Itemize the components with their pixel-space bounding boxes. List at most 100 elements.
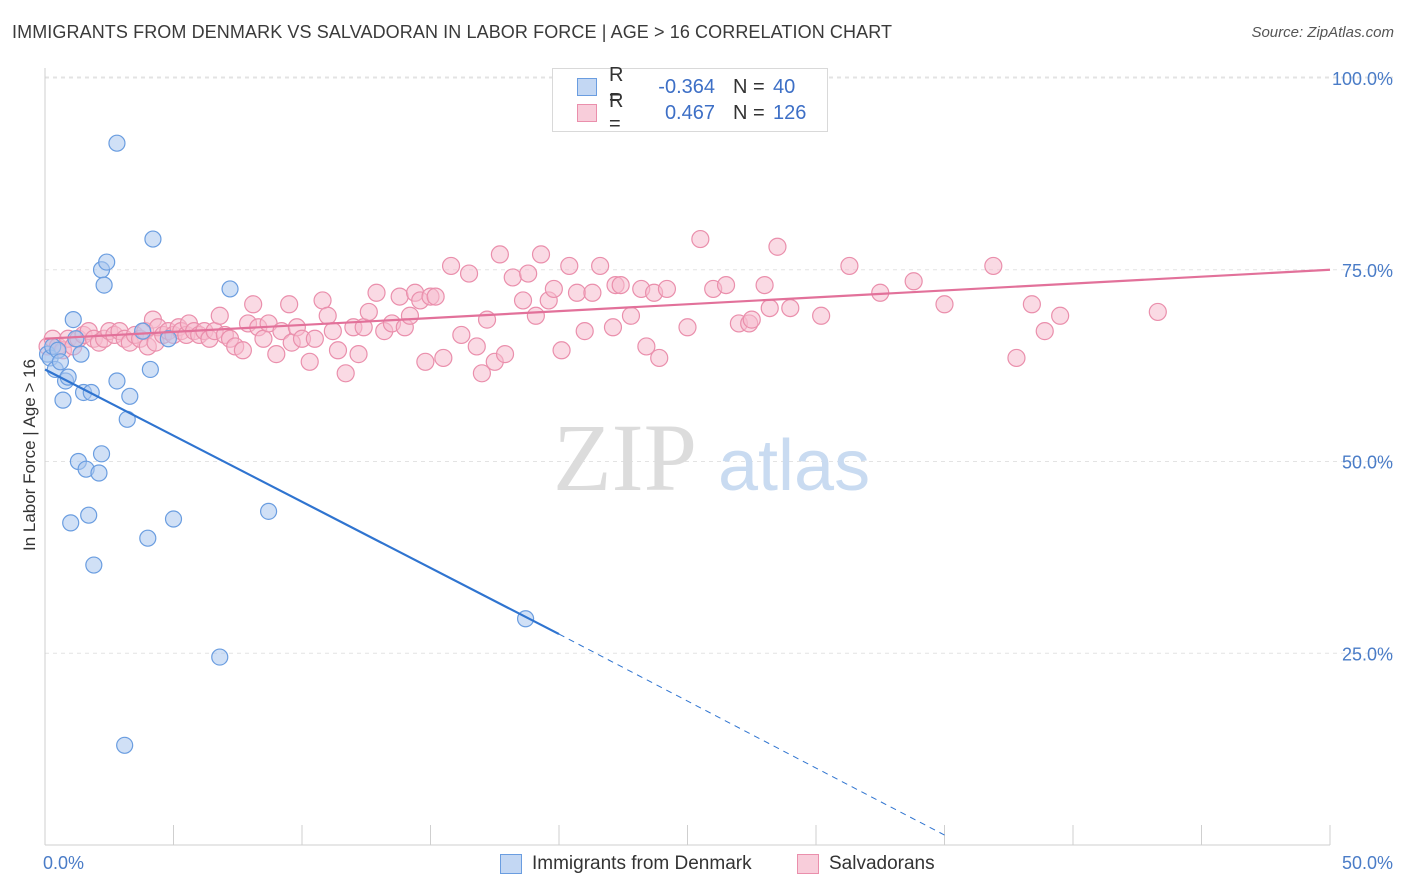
- data-point-salvadorans: [768, 237, 787, 256]
- data-point-salvadorans: [611, 275, 630, 295]
- data-point-salvadorans: [935, 295, 954, 314]
- data-point-denmark: [144, 230, 162, 248]
- legend-r-value: 0.467: [664, 101, 715, 124]
- data-point-salvadorans: [434, 348, 453, 368]
- salvadorans-points: [38, 229, 1167, 383]
- data-point-salvadorans: [560, 256, 579, 276]
- tick-labels: 100.0% 75.0% 50.0% 25.0% 0.0% 50.0%: [43, 69, 1393, 873]
- data-point-salvadorans: [575, 322, 594, 341]
- bottom-legend-swatch-blue: [500, 854, 522, 874]
- data-point-salvadorans: [495, 345, 515, 364]
- data-point-denmark: [62, 514, 80, 532]
- bottom-legend-salvadorans: Salvadorans: [797, 852, 935, 876]
- legend-r-value: -0.364: [658, 75, 715, 98]
- data-point-denmark: [54, 391, 72, 409]
- data-point-salvadorans: [267, 345, 286, 364]
- data-point-salvadorans: [328, 341, 348, 360]
- y-tick-label: 75.0%: [1342, 261, 1393, 281]
- data-point-denmark: [92, 445, 111, 463]
- data-point-salvadorans: [503, 268, 522, 287]
- legend-swatch-pink: [577, 104, 597, 122]
- data-point-denmark: [108, 134, 126, 152]
- data-point-salvadorans: [300, 352, 319, 371]
- data-point-denmark: [259, 502, 278, 520]
- data-point-salvadorans: [305, 329, 324, 348]
- y-tick-label: 100.0%: [1332, 69, 1393, 89]
- data-point-denmark: [121, 387, 139, 405]
- watermark-atlas: atlas: [718, 426, 870, 506]
- data-point-denmark: [211, 648, 229, 666]
- data-point-salvadorans: [812, 306, 831, 325]
- data-point-denmark: [159, 330, 177, 348]
- watermark: ZIP atlas: [553, 404, 870, 511]
- data-point-salvadorans: [531, 245, 551, 264]
- data-point-salvadorans: [210, 306, 229, 325]
- data-point-salvadorans: [416, 352, 435, 371]
- data-point-salvadorans: [233, 341, 252, 360]
- data-point-salvadorans: [441, 256, 461, 276]
- data-point-salvadorans: [1035, 322, 1054, 341]
- trendline-denmark: [44, 368, 560, 636]
- data-point-denmark: [134, 322, 152, 340]
- data-point-salvadorans: [1148, 302, 1167, 322]
- data-point-salvadorans: [280, 295, 299, 314]
- trendline-salvadorans: [44, 268, 1331, 340]
- data-point-salvadorans: [426, 287, 445, 306]
- data-point-salvadorans: [760, 299, 779, 318]
- data-point-denmark: [90, 464, 108, 482]
- data-point-salvadorans: [742, 310, 761, 329]
- legend-r-label: R =: [609, 90, 624, 135]
- data-point-salvadorans: [583, 283, 602, 302]
- data-point-salvadorans: [1007, 348, 1026, 368]
- data-point-salvadorans: [716, 275, 736, 295]
- legend-n-label: N =: [733, 101, 765, 124]
- legend-row-denmark: R = -0.364 N = 40: [577, 64, 796, 109]
- x-tick-label: 50.0%: [1342, 853, 1393, 873]
- data-point-salvadorans: [552, 341, 571, 360]
- data-point-salvadorans: [323, 322, 342, 341]
- data-point-salvadorans: [526, 306, 545, 325]
- axes: [44, 68, 1331, 846]
- legend-n-value: 40: [773, 75, 796, 98]
- grid-lines: [45, 76, 1395, 654]
- data-point-denmark: [51, 353, 70, 371]
- data-point-denmark: [95, 276, 113, 294]
- data-point-salvadorans: [459, 264, 479, 283]
- data-point-denmark: [164, 510, 183, 528]
- data-point-denmark: [221, 280, 239, 298]
- data-point-salvadorans: [657, 279, 677, 299]
- data-point-salvadorans: [650, 348, 669, 368]
- data-point-salvadorans: [452, 325, 471, 345]
- bottom-legend-denmark: Immigrants from Denmark: [500, 852, 752, 876]
- data-point-denmark: [72, 345, 90, 363]
- data-point-salvadorans: [244, 295, 263, 314]
- data-point-salvadorans: [390, 287, 409, 306]
- data-point-salvadorans: [367, 283, 386, 302]
- data-point-denmark: [116, 736, 134, 754]
- data-point-salvadorans: [567, 283, 587, 302]
- data-point-salvadorans: [336, 364, 355, 383]
- bottom-legend-label: Immigrants from Denmark: [532, 853, 752, 874]
- data-point-salvadorans: [781, 299, 800, 318]
- data-point-salvadorans: [349, 345, 368, 364]
- data-point-salvadorans: [678, 318, 697, 337]
- data-point-salvadorans: [254, 329, 273, 348]
- data-point-denmark: [67, 330, 85, 348]
- data-point-salvadorans: [621, 306, 641, 325]
- data-point-denmark: [59, 368, 77, 386]
- legend-n-value: 126: [773, 101, 807, 124]
- legend-swatch-blue: [577, 78, 597, 96]
- data-point-salvadorans: [1051, 306, 1070, 325]
- data-point-salvadorans: [603, 318, 623, 337]
- data-point-salvadorans: [467, 337, 486, 356]
- correlation-legend: R = -0.364 N = 40 R = 0.467 N = 126: [552, 64, 828, 135]
- data-point-salvadorans: [318, 306, 337, 325]
- trend-lines: [44, 268, 1331, 836]
- legend-r-label: R =: [609, 64, 624, 109]
- data-point-denmark: [98, 253, 116, 271]
- data-point-salvadorans: [755, 275, 774, 295]
- data-point-salvadorans: [984, 256, 1003, 276]
- data-point-denmark: [108, 372, 126, 390]
- legend-row-salvadorans: R = 0.467 N = 126: [577, 90, 807, 135]
